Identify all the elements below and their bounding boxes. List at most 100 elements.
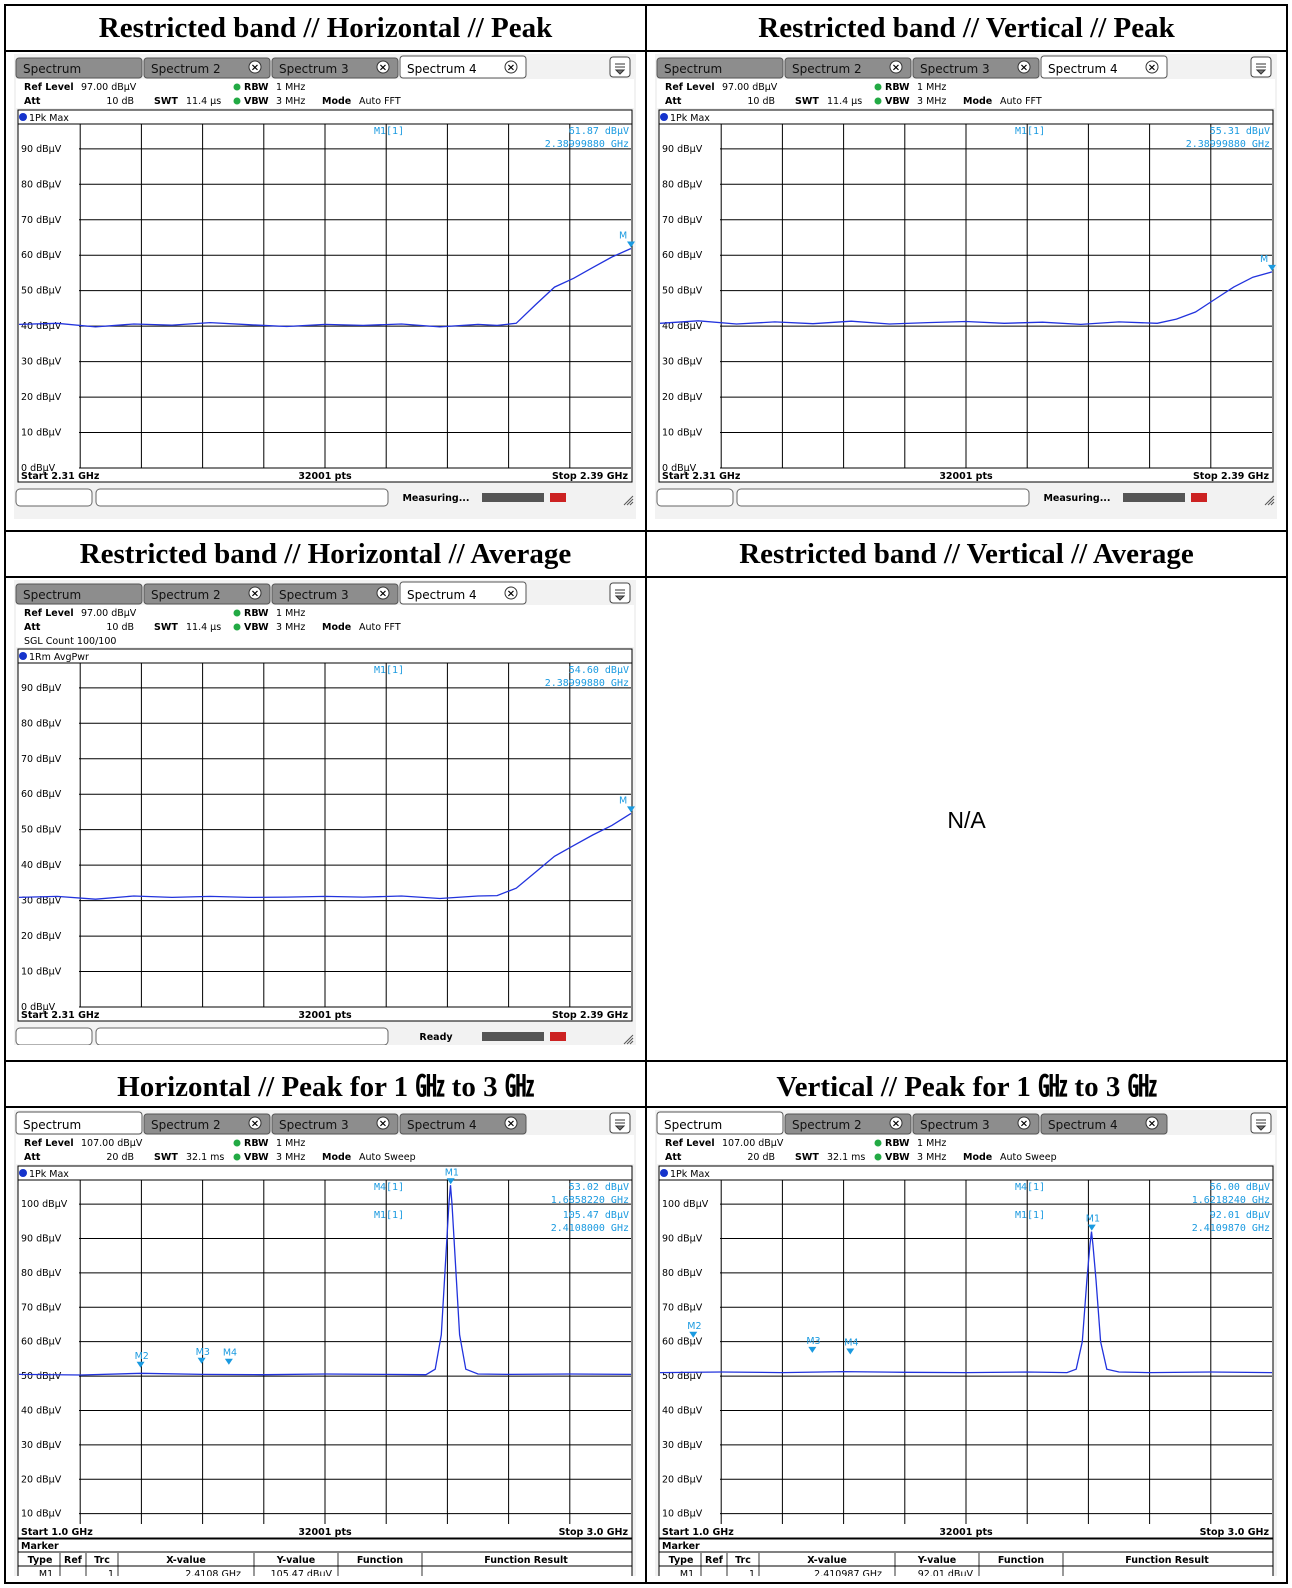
swt-label: SWT: [154, 96, 178, 107]
close-tab-icon[interactable]: [1145, 60, 1159, 74]
tab-background[interactable]: [143, 583, 271, 605]
y-tick-label: 20 dBµV: [662, 392, 703, 403]
cell-h-average-restricted: Restricted band // Horizontal // Average…: [6, 532, 645, 1060]
trace-indicator-icon: [19, 652, 27, 660]
tab-background[interactable]: [15, 583, 143, 605]
tab-spectrum-2[interactable]: Spectrum 2 ×: [143, 1113, 271, 1135]
status-field-2[interactable]: [736, 488, 1030, 507]
settings-background: [16, 79, 634, 108]
close-tab-icon[interactable]: [889, 1116, 903, 1130]
tab-spectrum-4[interactable]: Spectrum 4 ×: [399, 581, 527, 605]
tab-background[interactable]: [15, 1111, 143, 1135]
resize-grip-icon[interactable]: [1264, 495, 1275, 506]
status-field-1[interactable]: [15, 1027, 93, 1045]
tab-spectrum[interactable]: Spectrum: [656, 57, 784, 79]
close-tab-icon[interactable]: [248, 1116, 262, 1130]
resize-grip-icon[interactable]: [623, 1034, 634, 1045]
settings-bar: Ref Level 107.00 dBµV Att 20 dB SWT 32.1 ms RB…: [16, 1135, 634, 1164]
menu-dropdown-icon[interactable]: [1250, 56, 1272, 78]
tab-spectrum-3[interactable]: Spectrum 3 ×: [912, 57, 1040, 79]
menu-dropdown-icon[interactable]: [609, 56, 631, 78]
rbw-value: 1 MHz: [276, 82, 305, 93]
close-tab-icon[interactable]: [248, 586, 262, 600]
status-field-1[interactable]: [15, 488, 93, 507]
close-glyph: ×: [507, 1119, 515, 1130]
swt-label: SWT: [795, 1152, 819, 1163]
menu-dropdown-icon[interactable]: [609, 1112, 631, 1134]
close-tab-icon[interactable]: [376, 1116, 390, 1130]
tab-background[interactable]: [15, 57, 143, 79]
stop-frequency: Stop 3.0 GHz: [559, 1527, 629, 1538]
close-tab-icon[interactable]: [248, 60, 262, 74]
tab-spectrum-3[interactable]: Spectrum 3 ×: [271, 583, 399, 605]
tab-background[interactable]: [912, 57, 1040, 79]
att-value: 20 dB: [106, 1152, 134, 1163]
tab-background[interactable]: [912, 1113, 1040, 1135]
y-tick-label: 80 dBµV: [21, 1268, 62, 1279]
tab-spectrum-3[interactable]: Spectrum 3 ×: [271, 57, 399, 79]
tab-spectrum-2[interactable]: Spectrum 2 ×: [143, 583, 271, 605]
marker-readout-y: 92.01 dBµV: [1210, 1210, 1270, 1221]
close-tab-icon[interactable]: [1145, 1116, 1159, 1130]
tab-label: Spectrum: [23, 62, 81, 76]
tab-background[interactable]: [271, 1113, 399, 1135]
tab-label: Spectrum 3: [279, 588, 349, 602]
menu-dropdown-icon[interactable]: [1250, 1112, 1272, 1134]
tab-background[interactable]: [271, 57, 399, 79]
marker-table-header: Function: [357, 1555, 403, 1566]
status-field-2[interactable]: [95, 488, 389, 507]
y-tick-label: 70 dBµV: [662, 1302, 703, 1313]
tab-background[interactable]: [1040, 55, 1168, 79]
tab-spectrum[interactable]: Spectrum: [656, 1111, 784, 1135]
tab-background[interactable]: [399, 1113, 527, 1135]
tab-background[interactable]: [271, 583, 399, 605]
resize-grip-icon[interactable]: [623, 495, 634, 506]
tab-spectrum-2[interactable]: Spectrum 2 ×: [784, 1113, 912, 1135]
marker-table-header: Y-value: [276, 1555, 316, 1566]
tab-spectrum[interactable]: Spectrum: [15, 583, 143, 605]
tab-spectrum-4[interactable]: Spectrum 4 ×: [399, 55, 527, 79]
close-tab-icon[interactable]: [376, 60, 390, 74]
y-tick-label: 10 dBµV: [21, 1509, 62, 1520]
close-tab-icon[interactable]: [504, 60, 518, 74]
status-field-1[interactable]: [656, 488, 734, 507]
close-tab-icon[interactable]: [504, 586, 518, 600]
marker-label: M2: [135, 1351, 149, 1362]
close-tab-icon[interactable]: [889, 60, 903, 74]
tab-background[interactable]: [1040, 1113, 1168, 1135]
tab-spectrum-4[interactable]: Spectrum 4 ×: [1040, 55, 1168, 79]
menu-dropdown-icon[interactable]: [609, 582, 631, 604]
status-field-2[interactable]: [95, 1027, 389, 1045]
marker-m4: M4: [223, 1348, 237, 1365]
tab-background[interactable]: [143, 57, 271, 79]
marker-label: M: [1260, 254, 1268, 265]
trace-label: 1Pk Max: [29, 113, 69, 124]
tab-background[interactable]: [143, 1113, 271, 1135]
tab-background[interactable]: [656, 1111, 784, 1135]
tab-spectrum[interactable]: Spectrum: [15, 57, 143, 79]
close-tab-icon[interactable]: [1017, 1116, 1031, 1130]
cell-v-average-restricted: Restricted band // Vertical // Average N…: [647, 532, 1286, 1060]
tab-spectrum-3[interactable]: Spectrum 3 ×: [271, 1113, 399, 1135]
tab-spectrum-2[interactable]: Spectrum 2 ×: [143, 57, 271, 79]
tab-label: Spectrum 4: [1048, 1118, 1118, 1132]
marker-table-header: Ref: [64, 1555, 83, 1566]
tab-background[interactable]: [399, 55, 527, 79]
vbw-label: VBW: [885, 1152, 910, 1163]
tab-background[interactable]: [784, 57, 912, 79]
tab-spectrum-4[interactable]: Spectrum 4 ×: [1040, 1113, 1168, 1135]
close-tab-icon[interactable]: [376, 586, 390, 600]
tab-label: Spectrum 4: [407, 62, 477, 76]
tab-spectrum[interactable]: Spectrum: [15, 1111, 143, 1135]
tab-background[interactable]: [399, 581, 527, 605]
tab-background[interactable]: [784, 1113, 912, 1135]
y-tick-label: 90 dBµV: [662, 1233, 703, 1244]
tab-spectrum-3[interactable]: Spectrum 3 ×: [912, 1113, 1040, 1135]
close-tab-icon[interactable]: [1017, 60, 1031, 74]
close-tab-icon[interactable]: [504, 1116, 518, 1130]
tab-background[interactable]: [656, 57, 784, 79]
tab-spectrum-4[interactable]: Spectrum 4 ×: [399, 1113, 527, 1135]
y-tick-label: 60 dBµV: [21, 250, 62, 261]
tab-label: Spectrum 4: [1048, 62, 1118, 76]
tab-spectrum-2[interactable]: Spectrum 2 ×: [784, 57, 912, 79]
